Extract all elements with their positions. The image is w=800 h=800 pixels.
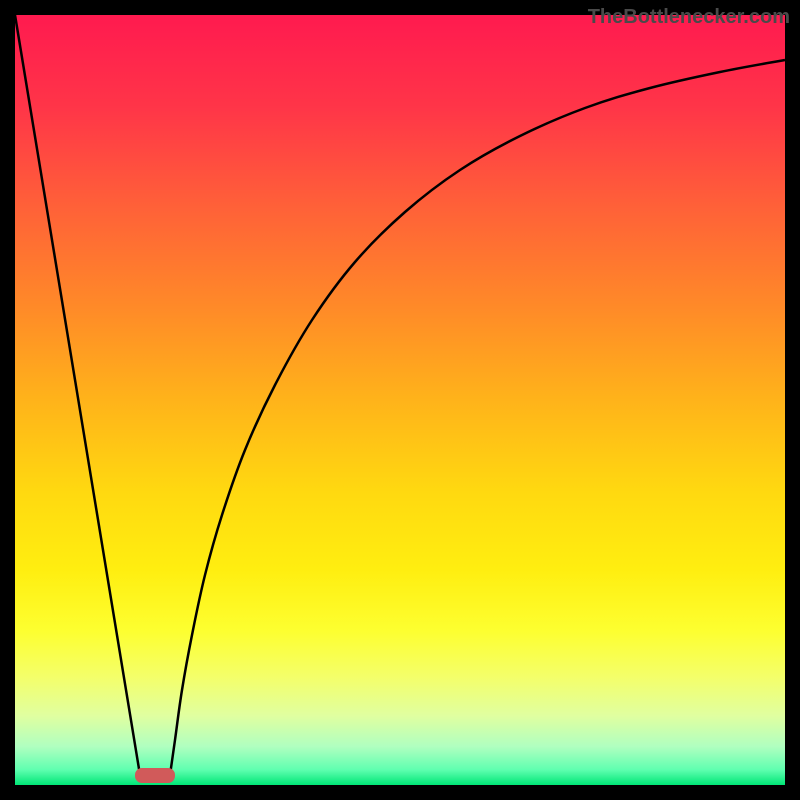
- minimum-marker: [135, 768, 175, 783]
- chart-container: TheBottlenecker.com: [0, 0, 800, 800]
- plot-background: [15, 15, 785, 785]
- watermark-text: TheBottlenecker.com: [588, 6, 790, 29]
- chart-svg: [0, 0, 800, 800]
